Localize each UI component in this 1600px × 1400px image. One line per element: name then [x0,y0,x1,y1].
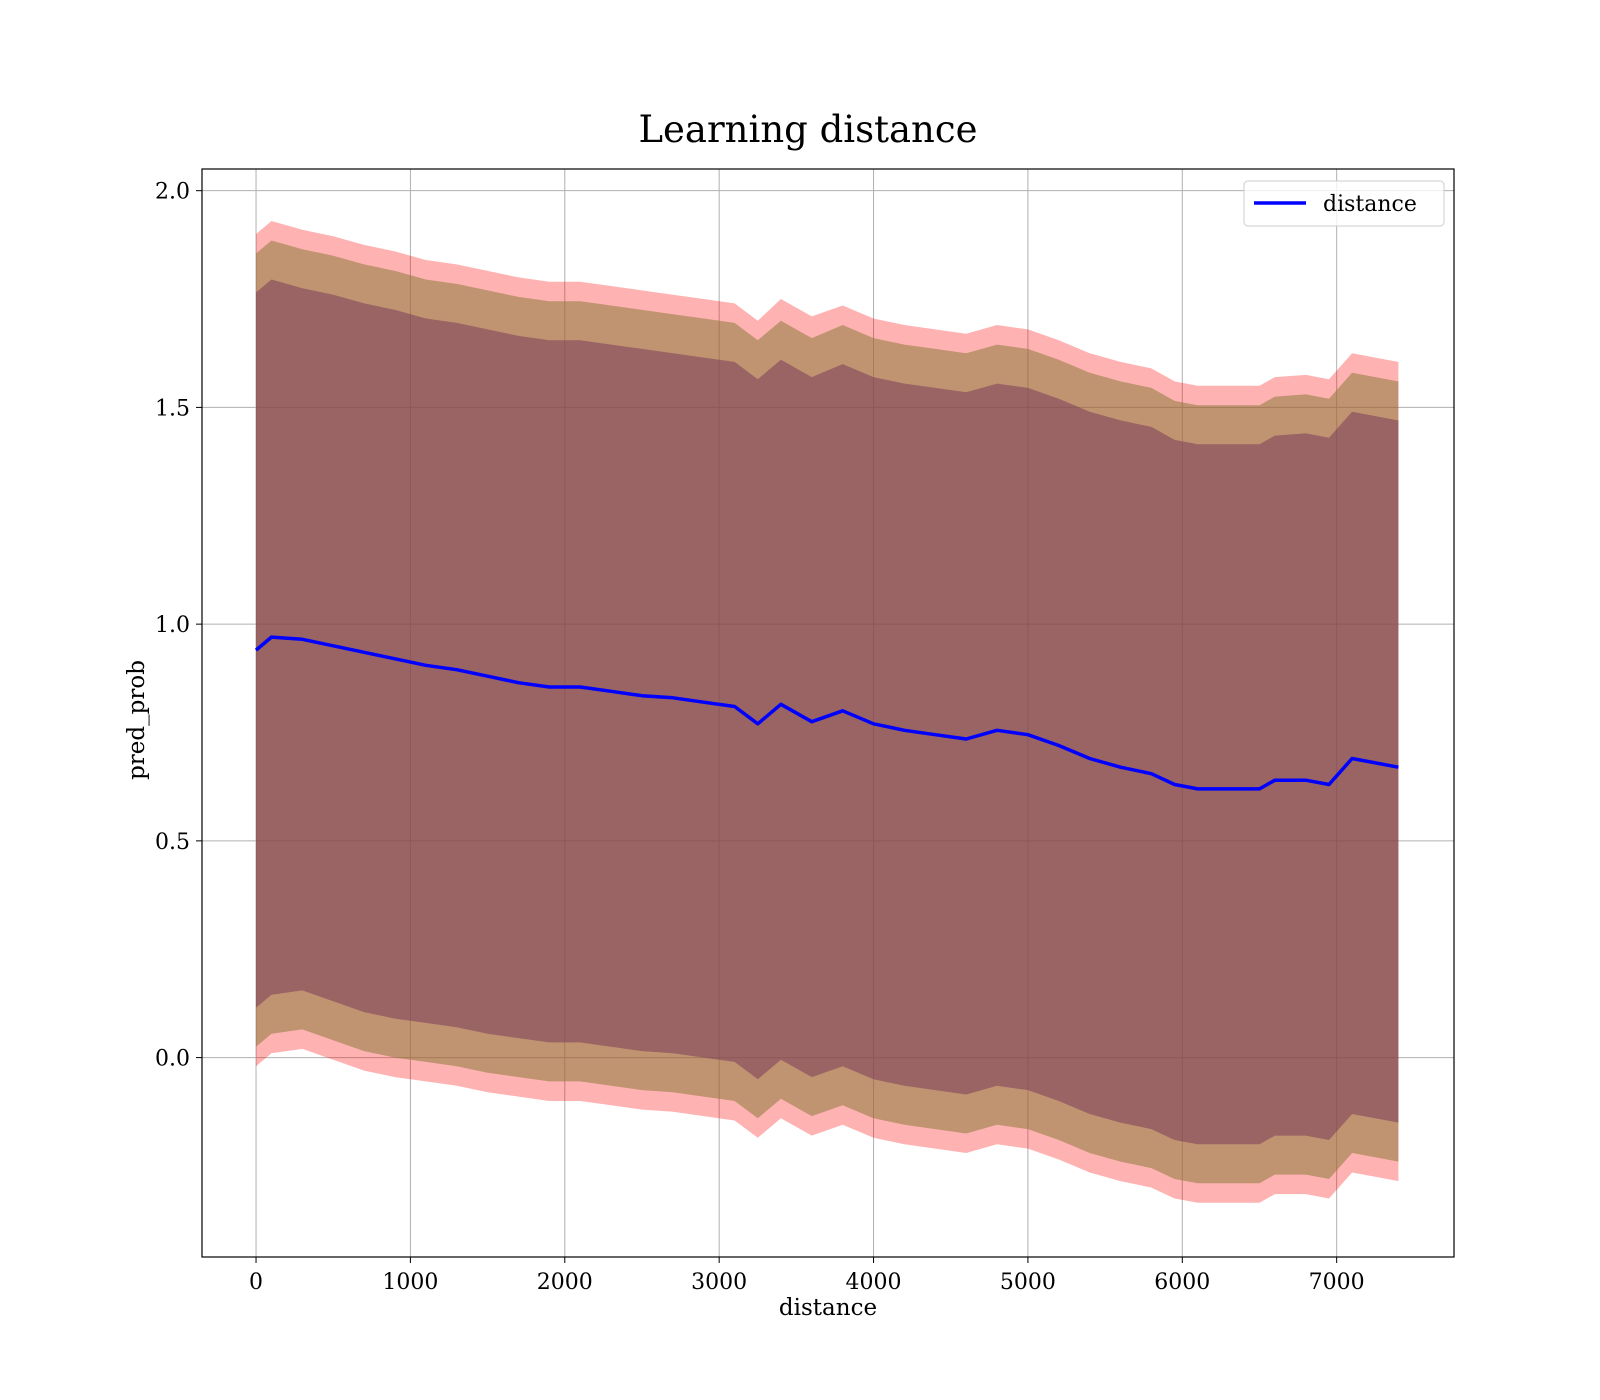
plot-area: 0 1000 2000 3000 4000 5000 6000 7000 0.0 0.5 1.0 1.… [155,168,1455,1295]
x-tick-label: 1000 [382,1270,438,1295]
legend: distance [1243,180,1445,227]
x-tick-label: 2000 [537,1270,593,1295]
chart-title: Learning distance [638,108,977,151]
legend-box [1243,180,1445,227]
band-inner [256,279,1399,1145]
x-tick-label: 3000 [691,1270,747,1295]
legend-entry-label: distance [1323,192,1417,217]
x-axis-label: distance [779,1295,877,1321]
x-tick-label: 6000 [1154,1270,1210,1295]
x-tick-label: 0 [249,1270,263,1295]
y-tick-label: 0.0 [155,1047,190,1072]
x-tick-label: 7000 [1309,1270,1365,1295]
series-line-distance [254,635,1399,791]
y-tick-label: 1.0 [155,613,190,638]
y-tick-label: 2.0 [155,180,190,205]
y-tick-label: 1.5 [155,396,190,421]
y-axis-label: pred_prob [124,660,150,780]
y-tick-label: 0.5 [155,830,190,855]
x-tick-label: 5000 [1000,1270,1056,1295]
x-tick-label: 4000 [846,1270,902,1295]
axes-frame [201,168,1455,1258]
